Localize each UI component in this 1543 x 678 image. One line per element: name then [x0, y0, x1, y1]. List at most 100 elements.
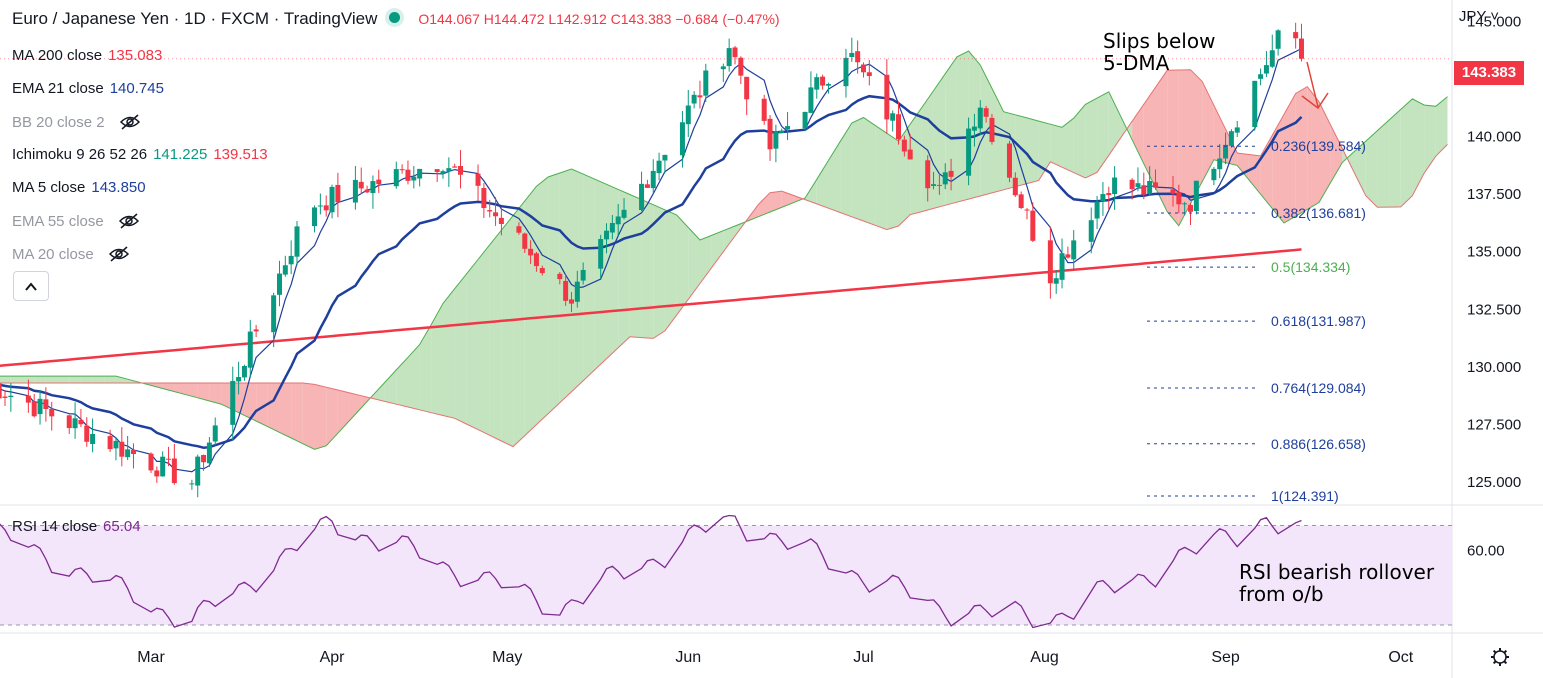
- cloud-segment: [1097, 91, 1109, 173]
- candle-body: [849, 52, 855, 58]
- candle-body: [247, 331, 253, 368]
- gear-tooth: [1492, 660, 1497, 665]
- candle-body: [767, 118, 773, 150]
- candle-body: [539, 268, 545, 274]
- candle-body: [691, 94, 697, 104]
- cloud-segment: [174, 382, 187, 395]
- candle-body: [475, 173, 481, 186]
- rsi-legend[interactable]: RSI 14 close 65.04: [12, 518, 141, 535]
- cloud-segment: [863, 117, 876, 226]
- ichimoku-value-1: 141.225: [153, 146, 208, 163]
- cloud-segment: [337, 390, 350, 434]
- rsi-band: [0, 525, 1452, 625]
- cloud-segment: [524, 186, 537, 436]
- candle-body: [931, 184, 937, 186]
- cloud-segment: [676, 214, 689, 316]
- indicator-ema55[interactable]: EMA 55 close: [12, 212, 140, 230]
- hidden-eye-icon[interactable]: [108, 245, 130, 263]
- cloud-segment: [781, 191, 794, 208]
- chevron-down-icon: ˅: [1490, 8, 1499, 25]
- indicator-bb20[interactable]: BB 20 close 2: [12, 113, 141, 131]
- candle-body: [598, 239, 604, 269]
- hidden-eye-icon[interactable]: [118, 212, 140, 230]
- candle-body: [942, 172, 948, 185]
- collapse-legend-button[interactable]: [13, 271, 49, 301]
- symbol-title[interactable]: Euro / Japanese Yen · 1D · FXCM · Tradin…: [12, 9, 378, 28]
- candle-body: [1012, 177, 1018, 196]
- cloud-segment: [302, 382, 315, 450]
- cloud-segment: [898, 124, 911, 227]
- cloud-segment: [805, 179, 817, 204]
- candle-body: [212, 425, 218, 442]
- time-axis-label: Oct: [1388, 649, 1413, 666]
- hidden-eye-icon[interactable]: [119, 113, 141, 131]
- candle-body: [1275, 30, 1281, 49]
- rsi-line: [0, 514, 1302, 629]
- indicator-ichimoku[interactable]: Ichimoku 9 26 52 26 141.225 139.513: [12, 146, 268, 163]
- candle-body: [568, 299, 574, 304]
- candle-body: [195, 456, 201, 486]
- cloud-segment: [372, 382, 385, 402]
- candle-body: [1211, 168, 1217, 181]
- price-tick-label: 137.500: [1467, 186, 1521, 203]
- cloud-segment: [1354, 141, 1366, 196]
- candle-body: [1188, 204, 1194, 212]
- time-axis-label: Sep: [1211, 649, 1240, 666]
- candle-body: [119, 441, 125, 457]
- cloud-segment: [641, 199, 654, 339]
- cloud-segment: [758, 192, 771, 217]
- price-tick-label: 130.000: [1467, 359, 1521, 376]
- candle-body: [825, 84, 831, 86]
- ma200-line: [0, 248, 1302, 367]
- fib-level-label: 0.382(136.681): [1271, 205, 1366, 221]
- cloud-segment: [45, 376, 58, 383]
- cloud-segment: [793, 195, 806, 203]
- candle-body: [814, 77, 820, 90]
- cloud-segment: [1377, 120, 1390, 208]
- price-tick-label: 125.000: [1467, 474, 1521, 491]
- last-price-label: 143.383: [1454, 61, 1524, 85]
- cloud-segment: [1400, 98, 1413, 207]
- cloud-segment: [443, 288, 455, 419]
- candles: [0, 22, 1304, 498]
- cloud-segment: [1307, 86, 1319, 210]
- ichimoku-cloud: [0, 51, 1448, 450]
- indicator-ema21[interactable]: EMA 21 close 140.745: [12, 80, 164, 97]
- candle-body: [557, 273, 563, 280]
- candle-body: [1135, 183, 1141, 187]
- candle-body: [773, 131, 779, 149]
- cloud-segment: [513, 200, 525, 447]
- candle-body: [866, 72, 872, 77]
- candle-body: [563, 280, 569, 301]
- candle-body: [417, 168, 423, 179]
- candle-body: [440, 171, 446, 174]
- candle-body: [744, 76, 750, 100]
- candle-body: [125, 449, 131, 458]
- candle-body: [685, 105, 691, 125]
- indicator-ma20[interactable]: MA 20 close: [12, 245, 130, 263]
- cloud-segment: [548, 172, 560, 414]
- currency-selector[interactable]: JPY ˅: [1458, 8, 1499, 25]
- candle-body: [726, 48, 732, 67]
- indicator-ma5[interactable]: MA 5 close 143.850: [12, 179, 146, 196]
- candle-body: [1217, 158, 1223, 170]
- cloud-segment: [1330, 125, 1343, 183]
- candle-body: [189, 483, 195, 485]
- cloud-segment: [875, 125, 887, 230]
- candle-body: [1065, 254, 1071, 258]
- cloud-segment: [770, 191, 782, 213]
- candle-body: [697, 95, 703, 98]
- chevron-up-icon: [25, 282, 37, 291]
- cloud-segment: [1143, 87, 1156, 188]
- fib-level-label: 1(124.391): [1271, 488, 1339, 504]
- candle-body: [1293, 32, 1299, 39]
- cloud-segment: [1365, 130, 1378, 208]
- annotation-arrow-head: [1301, 92, 1329, 110]
- indicator-ma200[interactable]: MA 200 close 135.083: [12, 47, 163, 64]
- cloud-segment: [840, 122, 852, 217]
- cloud-segment: [34, 376, 46, 383]
- candle-body: [609, 223, 615, 233]
- fib-level-label: 0.618(131.987): [1271, 313, 1366, 329]
- cloud-segment: [186, 382, 198, 398]
